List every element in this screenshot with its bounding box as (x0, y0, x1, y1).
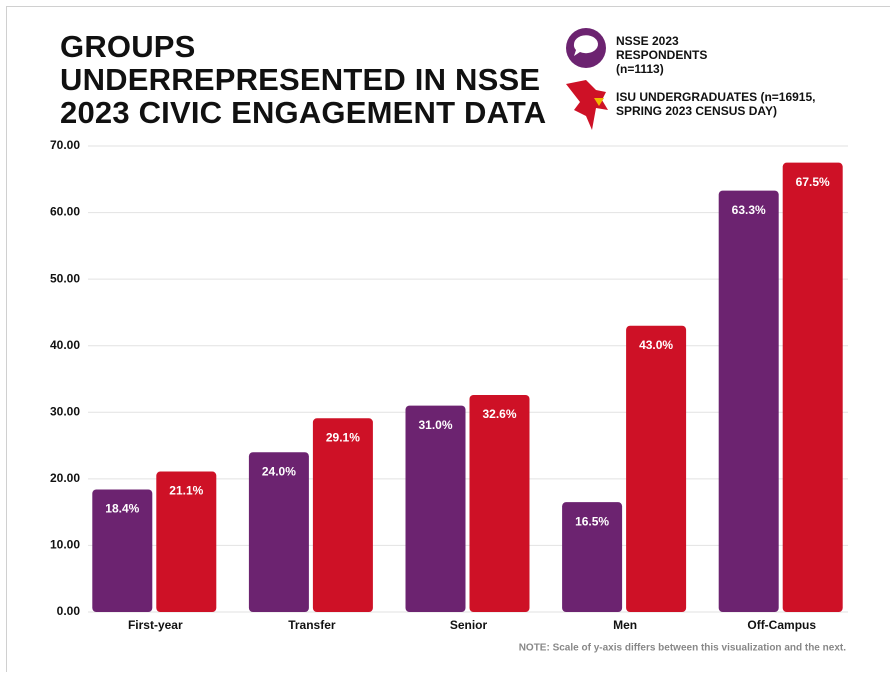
value-label: 18.4% (105, 502, 139, 516)
y-tick-label: 10.00 (50, 538, 80, 552)
bar (469, 394, 530, 612)
y-tick-label: 40.00 (50, 338, 80, 352)
value-label: 31.0% (418, 418, 452, 432)
value-label: 32.6% (482, 407, 516, 421)
y-tick-label: 70.00 (50, 138, 80, 152)
value-label: 16.5% (575, 514, 609, 528)
x-tick-label: Men (613, 618, 637, 632)
bar (312, 418, 373, 612)
value-label: 21.1% (169, 484, 203, 498)
value-label: 63.3% (732, 203, 766, 217)
bar (782, 162, 843, 612)
y-tick-label: 0.00 (57, 604, 81, 618)
x-tick-label: First-year (128, 618, 183, 632)
bubble-icon (573, 35, 598, 56)
bar (405, 405, 466, 612)
bar (248, 452, 309, 612)
value-label: 29.1% (326, 430, 360, 444)
bar (156, 471, 217, 612)
chart-title: GROUPS UNDERREPRESENTED IN NSSE 2023 CIV… (60, 29, 547, 130)
y-tick-label: 30.00 (50, 404, 80, 418)
cardinal-logo (566, 80, 608, 130)
y-tick-label: 50.00 (50, 271, 80, 285)
x-tick-label: Senior (450, 618, 488, 632)
y-tick-label: 60.00 (50, 205, 80, 219)
value-label: 67.5% (796, 175, 830, 189)
value-label: 43.0% (639, 338, 673, 352)
bar (718, 190, 779, 613)
x-tick-label: Transfer (288, 618, 336, 632)
y-tick-label: 20.00 (50, 471, 80, 485)
value-label: 24.0% (262, 464, 296, 478)
x-tick-label: Off-Campus (747, 618, 816, 632)
frame (6, 6, 890, 672)
legend-label: NSSE 2023 RESPONDENTS (n=1113) (616, 34, 708, 76)
legend-label: ISU UNDERGRADUATES (n=16915, SPRING 2023… (616, 90, 816, 118)
bar (562, 502, 623, 612)
bar (626, 325, 687, 612)
bar (92, 489, 153, 612)
note: NOTE: Scale of y-axis differs between th… (519, 643, 847, 654)
beak (594, 98, 604, 106)
